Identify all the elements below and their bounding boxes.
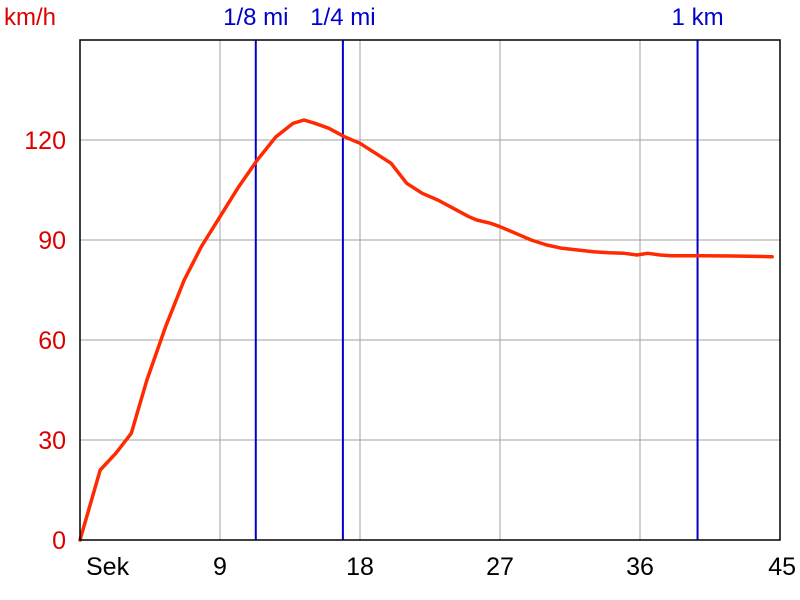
series-layer	[78, 118, 774, 542]
y-tick-labels: 0 30 60 90 120	[24, 127, 66, 555]
x-tick-label: 36	[626, 553, 654, 581]
marker-label: 1/8 mi	[223, 4, 288, 31]
x-tick-label: 27	[486, 553, 514, 581]
grid-lines	[80, 40, 780, 540]
y-tick-label: 60	[38, 327, 66, 355]
x-tick-label: 18	[346, 553, 374, 581]
plot-frame	[79, 39, 781, 541]
x-tick-label: 9	[213, 553, 227, 581]
marker-label: 1/4 mi	[310, 4, 375, 31]
y-tick-label: 0	[52, 527, 66, 555]
series-line	[78, 118, 774, 542]
marker-label: 1 km	[672, 4, 724, 31]
x-tick-label: 45	[768, 553, 796, 581]
y-axis-label: km/h	[4, 4, 56, 31]
y-tick-label: 30	[38, 427, 66, 455]
distance-markers: 1/8 mi 1/4 mi 1 km	[223, 4, 724, 540]
y-tick-label: 90	[38, 227, 66, 255]
y-tick-label: 120	[24, 127, 66, 155]
x-tick-label: Sek	[86, 553, 130, 581]
x-tick-labels: Sek 9 18 27 36 45	[86, 553, 796, 581]
